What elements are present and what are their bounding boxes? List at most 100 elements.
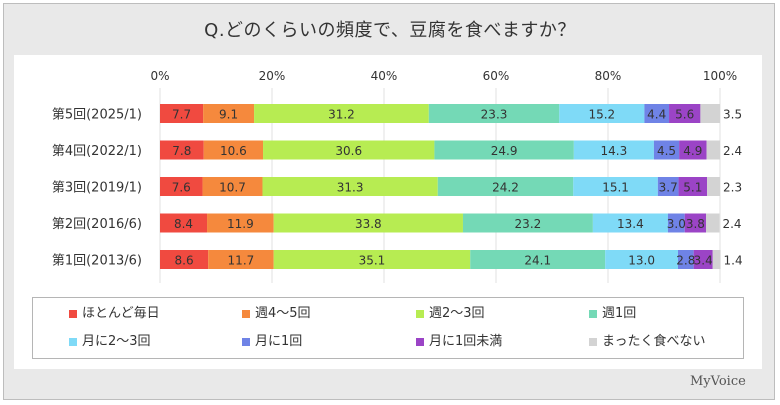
legend-label-3: 週2～3回 [429,306,485,321]
bar-segment-3-2 [273,213,463,233]
legend-swatch-2 [242,310,250,318]
bar-segment-3-0 [160,213,208,233]
bar-segment-4-0 [160,250,209,269]
legend-swatch-5 [69,338,77,346]
bar-segment-2-5 [657,177,679,196]
legend-label-7: 月に1回未満 [429,334,503,349]
legend-swatch-4 [589,310,597,318]
bar-segment-0-4 [559,104,645,123]
data-label-2-7: 2.3 [723,181,742,195]
bar-segment-4-5 [678,250,694,269]
data-label-0-5: 4.4 [647,108,666,122]
bar-segment-0-1 [203,104,255,123]
data-label-0-7: 3.5 [723,108,742,122]
legend-label-4: 週1回 [602,306,637,321]
data-label-2-0: 7.6 [172,181,191,195]
bar-segment-0-7 [700,104,720,123]
bar-segment-2-2 [262,177,438,196]
data-label-2-3: 24.2 [492,181,519,195]
legend: ほとんど毎日 週4～5回 週2～3回 週1回 月に2～3回 月に1回 月に1回未… [32,297,744,359]
data-label-1-5: 4.5 [657,144,676,158]
category-label-2: 第3回(2019/1) [52,181,142,196]
category-label-3: 第2回(2016/6) [52,217,142,232]
data-label-1-6: 4.9 [683,144,702,158]
x-tick-label-0: 0% [150,69,169,83]
data-label-3-5: 3.0 [667,217,686,231]
legend-label-5: 月に2～3回 [82,334,151,349]
data-label-0-2: 31.2 [328,108,355,122]
data-label-3-0: 8.4 [174,217,193,231]
bar-segment-0-3 [428,104,560,123]
bar-segment-1-5 [653,140,680,160]
data-label-0-6: 5.6 [675,108,694,122]
bar-segment-4-3 [470,250,606,269]
legend-swatch-3 [416,310,424,318]
bar-segment-2-3 [437,177,574,196]
legend-swatch-1 [69,310,77,318]
bar-segment-4-1 [208,250,274,269]
data-label-4-7: 1.4 [724,254,743,268]
bar-segment-0-6 [669,104,701,123]
category-label-1: 第4回(2022/1) [52,144,142,159]
x-tick-label-1: 20% [259,69,286,83]
data-label-1-1: 10.6 [220,144,247,158]
bar-segment-4-6 [693,250,713,269]
data-label-3-2: 33.8 [355,217,382,231]
x-tick-label-5: 100% [703,69,737,83]
data-label-1-2: 30.6 [335,144,362,158]
bar-segment-1-4 [573,140,654,160]
data-label-2-6: 5.1 [683,181,702,195]
legend-swatch-8 [589,338,597,346]
legend-label-8: まったく食べない [602,334,706,349]
data-label-1-0: 7.8 [172,144,191,158]
x-tick-label-4: 80% [595,69,622,83]
bar-segment-2-0 [160,177,203,196]
data-label-2-5: 3.7 [659,181,678,195]
legend-swatch-6 [242,338,250,346]
data-label-0-3: 23.3 [481,108,508,122]
bar-segment-1-3 [434,140,574,160]
chart-title: Q.どのくらいの頻度で、豆腐を食べますか？ [204,20,576,41]
bar-segment-1-7 [706,140,720,160]
data-label-4-0: 8.6 [175,254,194,268]
bar-segment-0-2 [254,104,429,123]
bar-segment-2-1 [202,177,263,196]
data-label-2-2: 31.3 [337,181,364,195]
x-tick-label-3: 60% [483,69,510,83]
data-label-4-4: 13.0 [628,254,655,268]
legend-label-1: ほとんど毎日 [82,306,160,321]
bar-segment-3-6 [684,213,706,233]
data-label-3-1: 11.9 [227,217,254,231]
brand-logo: MyVoice [690,374,746,389]
bar-segment-2-4 [573,177,658,196]
data-label-2-4: 15.1 [602,181,629,195]
legend-label-2: 週4～5回 [255,306,311,321]
category-label-0: 第5回(2025/1) [52,108,142,123]
bar-segment-1-0 [160,140,204,160]
data-label-0-0: 7.7 [172,108,191,122]
bar-segment-2-7 [707,177,720,196]
bar-segment-4-7 [712,250,721,269]
bar-segment-1-6 [679,140,707,160]
bar-segment-3-3 [462,213,593,233]
data-label-0-1: 9.1 [219,108,238,122]
data-label-4-1: 11.7 [228,254,255,268]
category-label-4: 第1回(2013/6) [52,254,142,269]
data-label-3-6: 3.8 [686,217,705,231]
data-label-1-3: 24.9 [491,144,518,158]
bar-segment-3-7 [706,213,720,233]
data-label-1-4: 14.3 [601,144,628,158]
data-label-0-4: 15.2 [588,108,615,122]
legend-swatch-7 [416,338,424,346]
bar-segment-3-4 [592,213,668,233]
legend-label-6: 月に1回 [255,334,303,349]
bar-segment-2-6 [678,177,708,196]
bar-segment-3-5 [667,213,685,233]
data-label-3-4: 13.4 [617,217,644,231]
data-label-3-7: 2.4 [722,217,741,231]
data-label-2-1: 10.7 [219,181,246,195]
data-label-1-7: 2.4 [723,144,742,158]
data-label-3-3: 23.2 [515,217,542,231]
bar-segment-3-1 [207,213,274,233]
